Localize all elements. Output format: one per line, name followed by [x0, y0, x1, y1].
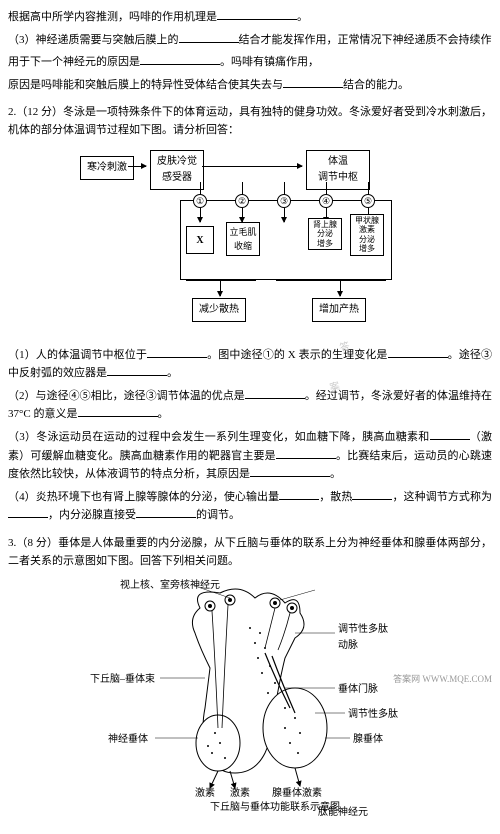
- blank: [107, 364, 167, 376]
- blank: [352, 488, 392, 500]
- blank: [179, 31, 239, 43]
- t: （2）与途径④⑤相比，途径③调节体温的优点是: [8, 390, 245, 402]
- t: 结合的能力。: [343, 79, 409, 91]
- t: （4）炎热环境下也有肾上腺等腺体的分泌，使心输出量: [8, 491, 279, 503]
- box-kidney: 肾上腺 分泌 增多: [308, 218, 342, 251]
- q3-header: 3.（8 分）垂体是人体最重要的内分泌腺，从下丘脑与垂体的联系上分为神经垂体和腺…: [8, 535, 492, 570]
- q2-p3: （3）冬泳运动员在运动的过程中会发生一系列生理变化，如血糖下降，胰高血糖素和（激…: [8, 428, 492, 484]
- q2-p1: （1）人的体温调节中枢位于。图中途径①的 X 表示的生理变化是。途径③中反射弧的…: [8, 346, 492, 383]
- arrow: [202, 166, 302, 167]
- box-center: 体温 调节中枢: [306, 150, 370, 190]
- q1-line3: 用于下一个神经元的原因是 。吗啡有镇痛作用，: [8, 53, 492, 72]
- t: （3）冬泳运动员在运动的过程中会发生一系列生理变化，如血糖下降，胰高血糖素和: [8, 431, 430, 443]
- arrow: [284, 208, 285, 222]
- q2-header: 2.（12 分）冬泳是一项特殊条件下的体育运动，具有独特的健身功效。冬泳爱好者受…: [8, 104, 492, 139]
- flowchart-diagram: 寒冷刺激 皮肤冷觉 感受器 体温 调节中枢 ① ② ③ ④ ⑤ X 立毛肌 收缩…: [80, 148, 420, 338]
- t: 根据高中所学内容推测，吗啡的作用机理是: [8, 11, 217, 23]
- lbl-1: 视上核、室旁核神经元: [120, 578, 220, 594]
- t: （3）神经递质需要与突触后膜上的: [8, 34, 179, 46]
- circ-4: ④: [319, 194, 333, 208]
- t: ，内分泌腺直接受: [48, 509, 136, 521]
- box-increase: 增加产热: [312, 298, 366, 322]
- t: ，散热: [319, 491, 352, 503]
- circ-3: ③: [277, 194, 291, 208]
- t: ，这种调节方式称为: [392, 491, 492, 503]
- t: 的调节。: [196, 509, 240, 521]
- q2-p4: （4）炎热环境下也有肾上腺等腺体的分泌，使心输出量 ，散热 ，这种调节方式称为 ，内分…: [8, 488, 492, 525]
- arrow: [242, 208, 243, 222]
- circ-5: ⑤: [361, 194, 375, 208]
- blank: [276, 447, 336, 459]
- blank: [217, 8, 297, 20]
- box-thyroid: 甲状腺 激素 分泌 增多: [350, 214, 384, 256]
- blank: [279, 488, 319, 500]
- lbl-7: 调节性多肽: [348, 707, 398, 723]
- line: [186, 280, 256, 281]
- box-reduce: 减少散热: [192, 298, 246, 322]
- t: 。: [158, 408, 169, 420]
- q1-line1: 根据高中所学内容推测，吗啡的作用机理是。: [8, 8, 492, 27]
- blank: [147, 346, 207, 358]
- lbl-3: 调节性多肽 动脉: [338, 622, 388, 654]
- blank: [430, 428, 470, 440]
- diagram2-title: 下丘脑与垂体功能联系示意图: [195, 800, 355, 816]
- blank: [245, 387, 305, 399]
- arrow: [220, 280, 221, 296]
- arrow: [128, 166, 146, 167]
- t: 。图中途径①的 X 表示的生理变化是: [207, 349, 388, 361]
- blank: [388, 346, 448, 358]
- lbl-8: 腺垂体: [353, 732, 383, 748]
- blank: [250, 465, 330, 477]
- footer-watermark: 答案网 WWW.MQE.COM: [393, 672, 492, 686]
- t: 结合才能发挥作用，正常情况下神经递质不会持续作: [239, 34, 492, 46]
- t: 用于下一个神经元的原因是: [8, 56, 140, 68]
- t: 。: [167, 367, 178, 379]
- blank: [78, 405, 158, 417]
- box-stimulus: 寒冷刺激: [80, 156, 134, 180]
- lbl-5: 垂体门脉: [338, 682, 378, 698]
- t: （1）人的体温调节中枢位于: [8, 349, 147, 361]
- q1-line2: （3）神经递质需要与突触后膜上的 结合才能发挥作用，正常情况下神经递质不会持续作: [8, 31, 492, 50]
- blank: [136, 506, 196, 518]
- blank: [140, 53, 220, 65]
- circ-2: ②: [235, 194, 249, 208]
- arrow: [340, 280, 341, 296]
- t: 。: [330, 468, 341, 480]
- blank: [8, 506, 48, 518]
- anatomy-diagram: 视上核、室旁核神经元 肽能神经元 调节性多肽 动脉 下丘脑–垂体束 垂体门脉 神…: [100, 578, 400, 818]
- box-x: X: [186, 226, 214, 254]
- q2-p2: （2）与途径④⑤相比，途径③调节体温的优点是。经过调节，冬泳爱好者的体温维持在 …: [8, 387, 492, 424]
- lbl-4: 下丘脑–垂体束: [90, 672, 155, 688]
- arrow: [200, 208, 201, 222]
- box-muscle: 立毛肌 收缩: [226, 222, 260, 257]
- box-receptor: 皮肤冷觉 感受器: [150, 150, 204, 190]
- lbl-6: 神经垂体: [108, 732, 148, 748]
- line: [276, 280, 386, 281]
- blank: [283, 76, 343, 88]
- q1-line4: 原因是吗啡能和突触后膜上的特异性受体结合使其失去与 结合的能力。: [8, 76, 492, 95]
- t: 。吗啡有镇痛作用，: [220, 56, 319, 68]
- circ-1: ①: [193, 194, 207, 208]
- t: 原因是吗啡能和突触后膜上的特异性受体结合使其失去与: [8, 79, 283, 91]
